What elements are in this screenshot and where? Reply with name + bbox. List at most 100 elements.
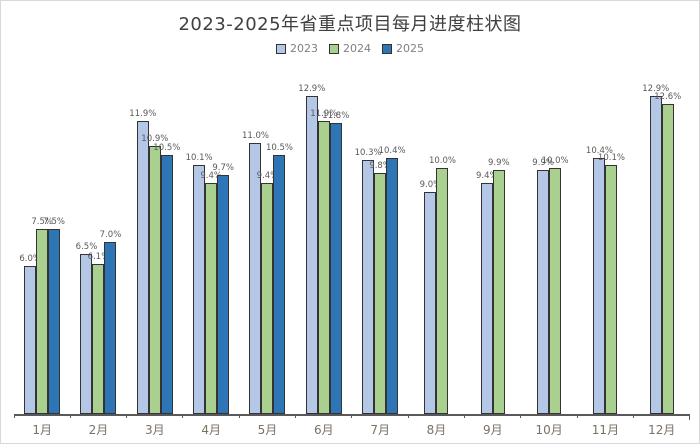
bar-2023-6月: 12.9% [298,84,325,414]
axis-tick [689,416,690,420]
bar-2024-1月: 7.5% [31,217,53,414]
x-axis-line [14,414,690,420]
bar-2023-9月: 9.4% [476,171,498,414]
month-group-7月: 10.3% 9.8% 10.4% 7月 [351,84,408,437]
category-label: 6月 [313,423,334,437]
legend-swatch-2024 [329,43,339,54]
value-label: 10.4% [585,145,613,156]
legend-swatch-2023 [276,43,286,54]
bar-cluster: 6.0% 7.5% 7.5% [19,84,65,414]
bar-cluster: 6.5% 6.1% 7.0% [76,84,121,414]
value-label: 10.1% [185,153,213,164]
value-label: 9.7% [212,163,234,174]
bar-2023-12月: 12.9% [642,84,669,414]
axis-tick [13,414,15,418]
value-label: 6.1% [87,251,110,262]
value-label: 9.0% [419,180,442,191]
bar-2023-10月: 9.9% [532,158,554,414]
value-label: 11.0% [241,131,269,142]
value-label: 10.3% [354,148,382,159]
value-label: 9.9% [487,158,510,169]
category-label: 2月 [88,423,109,437]
bar-2023-11月: 10.4% [586,146,613,414]
bar-2025-2月: 7.0% [100,230,121,414]
value-label: 10.1% [597,153,625,164]
bar-cluster: 9.4% 9.9% [476,84,510,414]
bar-2023-7月: 10.3% [355,148,382,414]
bar-2024-2月: 6.1% [88,252,109,414]
value-label: 7.0% [99,229,122,240]
bar-2023-5月: 11.0% [242,131,269,414]
month-group-2月: 6.5% 6.1% 7.0% 2月 [69,84,126,437]
chart-legend: 2023 2024 2025 [1,42,699,55]
value-label: 10.4% [378,145,406,156]
value-label: 9.8% [369,160,391,171]
category-label: 10月 [535,423,563,437]
bar-2025-6月: 11.8% [322,111,349,414]
axis-tick [351,414,353,418]
month-group-6月: 12.9% 11.9% 11.8% 6月 [295,84,352,437]
bar-2024-3月: 10.9% [141,134,168,414]
bar-cluster: 12.9% 12.6% [642,84,681,414]
category-label: 3月 [145,423,165,437]
value-label: 10.5% [265,143,293,154]
value-label: 11.8% [322,111,350,122]
bar-cluster: 10.4% 10.1% [586,84,625,414]
category-label: 8月 [426,423,447,437]
month-group-12月: 12.9% 12.6% 12月 [633,84,690,437]
legend-label-2023: 2023 [290,42,318,55]
bar-2024-5月: 9.4% [257,171,278,414]
category-label: 12月 [648,423,676,437]
bar-cluster: 9.9% 10.0% [532,84,569,414]
bar-cluster: 9.0% 10.0% [420,84,456,414]
bar-2023-3月: 11.9% [129,109,156,414]
axis-tick [407,414,409,418]
value-label: 6.5% [75,241,98,252]
legend-item-2024: 2024 [329,42,371,55]
bar-2025-1月: 7.5% [43,217,65,414]
value-label: 7.5% [43,217,65,228]
value-label: 11.9% [129,108,157,119]
category-label: 5月 [257,423,278,437]
value-label: 9.4% [475,170,498,181]
axis-tick [520,414,522,418]
bar-2023-8月: 9.0% [420,180,441,414]
value-label: 9.9% [532,158,554,169]
value-label: 10.0% [541,155,569,166]
bar-2023-2月: 6.5% [76,242,97,414]
axis-tick [69,414,71,418]
axis-tick [295,414,297,418]
legend-item-2023: 2023 [276,42,318,55]
legend-label-2024: 2024 [343,42,371,55]
bar-2024-6月: 11.9% [310,109,337,414]
bar-2024-9月: 9.9% [488,158,510,414]
month-group-10月: 9.9% 10.0% 10月 [520,84,577,437]
value-label: 10.5% [153,143,181,154]
bar-2023-1月: 6.0% [19,254,41,414]
month-group-1月: 6.0% 7.5% 7.5% 1月 [13,84,70,437]
bar-cluster: 11.9% 10.9% 10.5% [129,84,180,414]
bar-2024-10月: 10.0% [542,156,569,414]
axis-tick [182,414,184,418]
value-label: 10.9% [141,133,169,144]
value-label: 10.0% [428,155,456,166]
value-label: 7.5% [31,217,53,228]
legend-swatch-2025 [382,43,392,54]
bar-2024-12月: 12.6% [654,92,681,414]
bar-2024-4月: 9.4% [200,171,222,414]
category-label: 7月 [370,423,390,437]
category-label: 11月 [591,423,620,437]
month-group-4月: 10.1% 9.4% 9.7% 4月 [182,84,239,437]
bar-cluster: 11.0% 9.4% 10.5% [242,84,293,414]
axis-tick [633,414,635,418]
bar-cluster: 12.9% 11.9% 11.8% [298,84,349,414]
value-label: 12.9% [298,84,326,95]
value-label: 9.4% [256,170,279,181]
bar-2025-4月: 9.7% [212,163,234,414]
axis-tick [576,414,578,418]
legend-label-2025: 2025 [396,42,424,55]
value-label: 12.9% [642,84,670,95]
month-group-9月: 9.4% 9.9% 9月 [464,84,521,437]
month-group-3月: 11.9% 10.9% 10.5% 3月 [126,84,183,437]
